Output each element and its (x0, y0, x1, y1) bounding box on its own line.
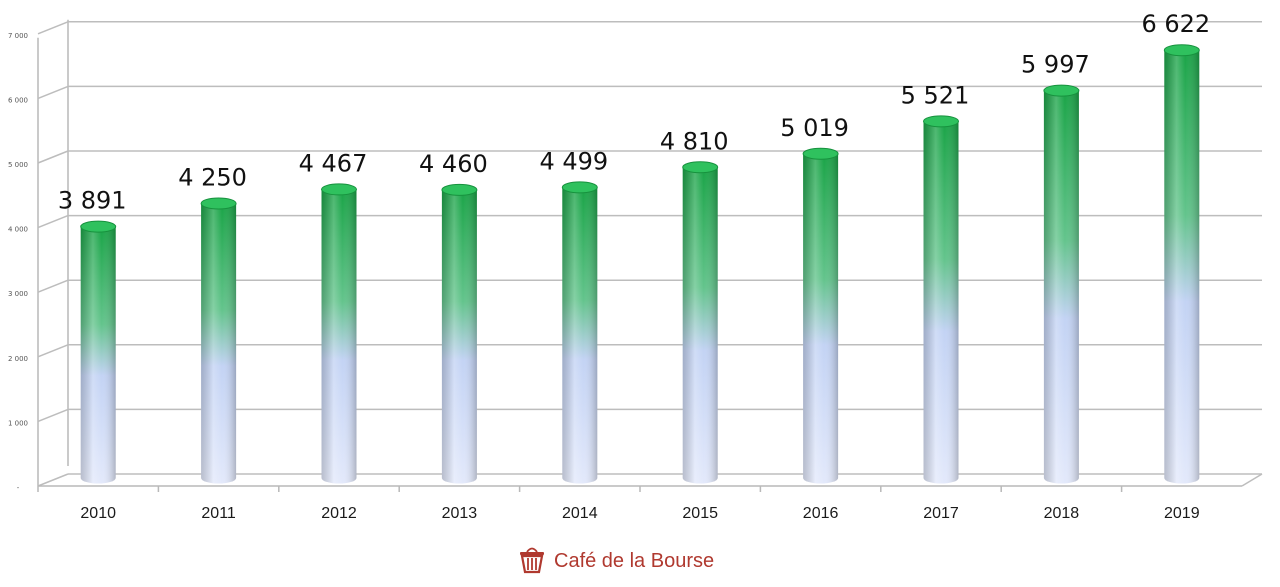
y-tick-label: 5 000 (8, 161, 28, 169)
x-tick-label: 2011 (201, 505, 236, 522)
basket-icon (520, 547, 544, 574)
bar (802, 147, 839, 484)
x-tick-label: 2016 (803, 505, 839, 522)
x-axis-ticks: 2010 2011 2012 2013 2014 2015 2016 2017 2018 2019 (37, 486, 1200, 522)
y-axis-ticks: - 1 000 2 000 3 000 4 000 5 000 6 000 7 000 (8, 32, 28, 492)
bar-cap (441, 183, 478, 196)
y-tick-label: 6 000 (8, 96, 28, 104)
bar-cap (561, 181, 598, 194)
bar-cap (682, 161, 719, 174)
bar (1163, 44, 1200, 484)
x-tick-label: 2017 (923, 505, 959, 522)
bar (923, 115, 959, 484)
floor-edge (1241, 473, 1263, 487)
bar (80, 220, 117, 484)
x-tick-label: 2013 (442, 505, 478, 522)
bar-shading (80, 226, 116, 484)
data-label: 5 019 (780, 114, 849, 142)
bar-layer (80, 44, 1200, 484)
data-label: 4 460 (419, 150, 488, 178)
data-label: 5 997 (1021, 51, 1090, 79)
x-tick-label: 2015 (682, 505, 718, 522)
gridline-depth (37, 150, 69, 164)
bar-shading (441, 189, 477, 484)
bar (682, 161, 719, 484)
bar-cap (80, 220, 117, 233)
gridline-depth (37, 85, 69, 100)
gridline-depth (37, 214, 69, 229)
bar-shading (201, 203, 237, 484)
data-label: 4 250 (178, 163, 247, 191)
x-tick-label: 2014 (562, 505, 598, 522)
bar-cap (923, 115, 959, 128)
x-tick-label: 2019 (1164, 505, 1200, 522)
bar-shading (803, 153, 839, 484)
brand-name: Café de la Bourse (554, 550, 714, 572)
data-labels: 3 891 4 250 4 467 4 460 4 499 4 810 5 019 5 521… (58, 10, 1210, 214)
bar (561, 181, 598, 484)
data-label: 5 521 (901, 81, 970, 109)
bar-cap (1163, 44, 1200, 57)
bar-shading (562, 187, 598, 484)
bar-shading (923, 121, 959, 484)
bar-shading (682, 167, 718, 484)
x-tick-label: 2010 (80, 505, 116, 522)
y-tick-label: 2 000 (8, 355, 28, 363)
bar-cap (321, 183, 357, 196)
bar-cap (200, 197, 237, 210)
gridline-depth (37, 21, 69, 35)
y-tick-label: 4 000 (8, 226, 28, 234)
bar-shading (1164, 50, 1200, 484)
y-tick-label: 1 000 (8, 419, 28, 427)
bar (321, 183, 357, 484)
y-tick-label: - (17, 484, 20, 492)
bar-shading (1043, 90, 1079, 484)
data-label: 4 810 (660, 127, 729, 155)
gridline-depth (37, 408, 69, 423)
data-label: 3 891 (58, 187, 127, 215)
data-label: 4 467 (299, 149, 368, 177)
x-tick-label: 2012 (321, 505, 357, 522)
y-tick-label: 3 000 (8, 290, 28, 298)
bar (1043, 84, 1080, 484)
y-tick-label: 7 000 (8, 32, 28, 40)
gridline-depth (37, 279, 69, 293)
gridline-depth (37, 344, 69, 358)
gridline-depth (37, 473, 69, 487)
bar-cap (1043, 84, 1080, 97)
brand-logo: Café de la Bourse (520, 547, 714, 574)
bar (441, 183, 478, 484)
bar-shading (321, 189, 357, 484)
x-tick-label: 2018 (1044, 505, 1080, 522)
bar-cap (802, 147, 839, 160)
data-label: 6 622 (1141, 10, 1210, 38)
bar (200, 197, 237, 484)
data-label: 4 499 (539, 147, 608, 175)
